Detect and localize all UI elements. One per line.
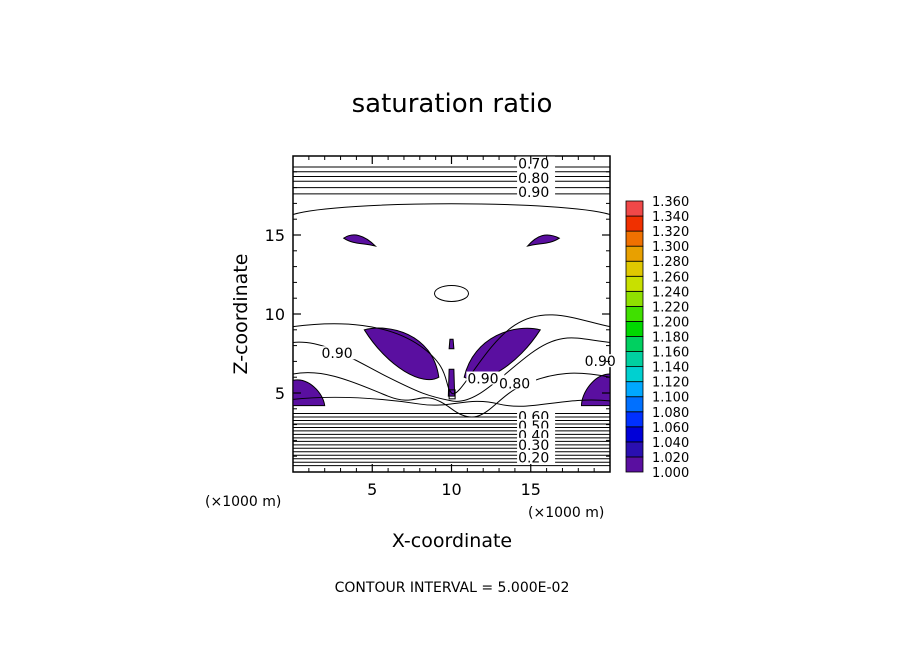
- contour-label: 0.80: [518, 171, 549, 187]
- contour-label-bg: [517, 185, 556, 199]
- contour-label: 0.90: [518, 185, 549, 201]
- contour-label: 0.30: [518, 438, 549, 454]
- supersaturated-region: [342, 234, 378, 247]
- axes: 5 10 15 5 10 15: [265, 156, 610, 499]
- y-axis-label: Z-coordinate: [230, 254, 252, 375]
- colorbar-swatch: [625, 215, 644, 232]
- colorbar-swatch: [625, 411, 644, 428]
- x-unit-label: (×1000 m): [205, 494, 281, 510]
- colorbar-swatch: [625, 275, 644, 292]
- plot-frame: [292, 155, 611, 473]
- supersaturated-regions: [292, 234, 611, 407]
- contour-line-wavy: [292, 396, 611, 407]
- colorbar-level-label: 1.280: [652, 255, 689, 270]
- colorbar-level-label: 1.120: [652, 376, 689, 391]
- supersaturated-region: [526, 234, 561, 247]
- colorbar-level-label: 1.060: [652, 421, 689, 436]
- colorbar-level-label: 1.140: [652, 361, 689, 376]
- y-tick-label: 10: [265, 305, 285, 324]
- colorbar-swatch: [625, 351, 644, 368]
- contour-label: 0.90: [467, 372, 498, 388]
- supersaturated-region: [292, 379, 326, 407]
- contour-lines: [292, 166, 611, 467]
- colorbar-level-label: 1.180: [652, 331, 689, 346]
- contour-label: 0.80: [499, 376, 530, 392]
- contour-line-wavy: [292, 337, 611, 402]
- colorbar-level-label: 1.320: [652, 225, 689, 240]
- colorbar-swatch: [625, 381, 644, 398]
- colorbar-level-label: 1.200: [652, 315, 689, 330]
- colorbar-level-label: 1.240: [652, 285, 689, 300]
- contour-label: 0.90: [585, 354, 616, 370]
- colorbar-swatch: [625, 321, 644, 337]
- contour-label-bg: [517, 437, 556, 451]
- supersaturated-region: [448, 338, 455, 350]
- colorbar-swatch: [625, 426, 644, 443]
- colorbar-level-label: 1.020: [652, 451, 689, 466]
- colorbar-swatch: [625, 441, 644, 458]
- x-tick-label: 10: [441, 480, 461, 499]
- colorbar-level-label: 1.260: [652, 270, 689, 285]
- colorbar-level-label: 1.080: [652, 406, 689, 421]
- y-tick-label: 5: [275, 384, 285, 403]
- colorbar-swatch: [625, 260, 644, 277]
- colorbar-level-label: 1.360: [652, 195, 689, 210]
- y-tick-label: 15: [265, 226, 285, 245]
- colorbar-swatch: [625, 290, 644, 307]
- colorbar: 1.0001.0201.0401.0601.0801.1001.1201.140…: [625, 195, 689, 481]
- x-tick-label: 5: [367, 480, 377, 499]
- contour-interval-footer: CONTOUR INTERVAL = 5.000E-02: [335, 580, 570, 596]
- colorbar-swatch: [625, 305, 644, 322]
- supersaturated-region: [580, 373, 611, 407]
- colorbar-level-label: 1.340: [652, 210, 689, 225]
- colorbar-swatch: [625, 396, 644, 413]
- contour-label-bg: [498, 376, 537, 390]
- colorbar-swatch: [625, 230, 644, 247]
- contour-label-bg: [517, 156, 556, 170]
- colorbar-level-label: 1.040: [652, 436, 689, 451]
- colorbar-level-label: 1.300: [652, 240, 689, 255]
- contour-label-bg: [517, 170, 556, 184]
- contour-labels: 0.700.800.900.90 0.900.90 0.800.600.500.40…: [320, 156, 622, 467]
- contour-label-bg: [320, 346, 359, 360]
- x-tick-label: 15: [521, 480, 541, 499]
- colorbar-swatch: [625, 200, 644, 217]
- contour-label: 0.70: [518, 157, 549, 173]
- colorbar-swatch: [625, 366, 644, 383]
- contour-label: 0.20: [518, 451, 549, 467]
- supersaturated-region: [363, 327, 440, 381]
- colorbar-level-label: 1.100: [652, 391, 689, 406]
- colorbar-swatch: [625, 336, 644, 352]
- contour-label: 0.90: [322, 346, 353, 362]
- contour-line-wavy: [292, 314, 611, 395]
- contour-label-bg: [517, 450, 556, 464]
- contour-line-dome: [292, 203, 611, 215]
- contour-label-bg: [466, 371, 505, 385]
- colorbar-swatch: [625, 456, 644, 473]
- colorbar-level-label: 1.000: [652, 466, 689, 481]
- chart-title: saturation ratio: [352, 89, 553, 119]
- contour-ellipse: [434, 284, 469, 302]
- x-axis-label: X-coordinate: [392, 530, 512, 552]
- z-unit-label: (×1000 m): [528, 505, 604, 521]
- colorbar-swatch: [625, 245, 644, 262]
- colorbar-level-label: 1.220: [652, 300, 689, 315]
- contour-line-wavy: [292, 372, 611, 418]
- contour-label-bg: [583, 354, 622, 368]
- contour-box: [448, 389, 456, 400]
- colorbar-level-label: 1.160: [652, 346, 689, 361]
